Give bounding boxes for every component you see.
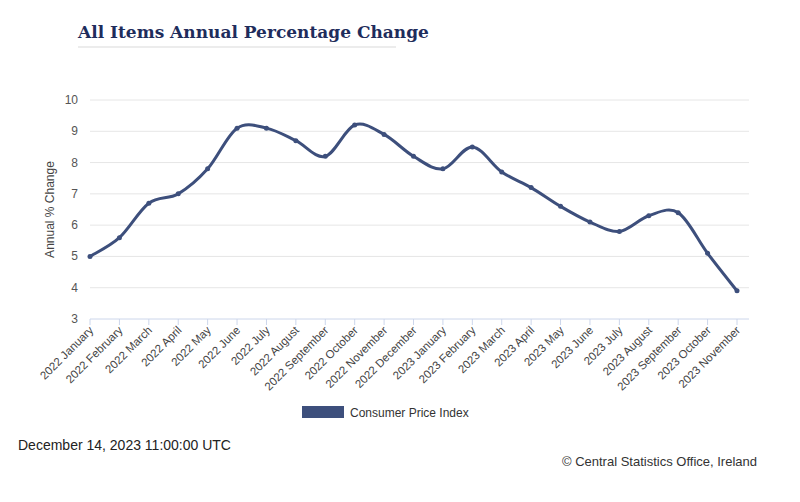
x-tick bbox=[325, 319, 326, 325]
x-tick bbox=[237, 319, 238, 325]
marker bbox=[470, 144, 475, 149]
y-tick-label: 5 bbox=[71, 249, 78, 263]
x-tick bbox=[295, 319, 296, 325]
x-tick-label: 2022 August bbox=[248, 323, 302, 377]
marker bbox=[646, 213, 651, 218]
x-tick bbox=[207, 319, 208, 325]
y-tick-label: 6 bbox=[71, 218, 78, 232]
marker bbox=[411, 154, 416, 159]
x-tick bbox=[90, 319, 91, 325]
marker bbox=[205, 166, 210, 171]
x-tick bbox=[442, 319, 443, 325]
marker bbox=[352, 123, 357, 128]
annotation: December 14, 2023 11:00:00 UTC bbox=[18, 437, 231, 453]
grid-line bbox=[90, 319, 749, 320]
grid-line bbox=[90, 193, 749, 194]
y-tick-label: 3 bbox=[71, 312, 78, 326]
marker bbox=[176, 191, 181, 196]
y-tick-label: 9 bbox=[71, 124, 78, 138]
marker bbox=[293, 138, 298, 143]
marker bbox=[529, 185, 534, 190]
x-tick bbox=[148, 319, 149, 325]
x-tick bbox=[648, 319, 649, 325]
x-tick-label: 2023 August bbox=[600, 323, 654, 377]
marker bbox=[735, 288, 740, 293]
y-tick-label: 4 bbox=[71, 281, 78, 295]
y-tick-label: 10 bbox=[65, 93, 79, 107]
x-tick bbox=[531, 319, 532, 325]
x-tick bbox=[472, 319, 473, 325]
grid-line bbox=[90, 100, 749, 101]
marker bbox=[587, 220, 592, 225]
title-rule bbox=[78, 47, 396, 48]
marker bbox=[88, 254, 93, 259]
x-tick bbox=[589, 319, 590, 325]
x-tick bbox=[501, 319, 502, 325]
x-tick bbox=[178, 319, 179, 325]
y-axis-label: Annual % Change bbox=[43, 161, 57, 258]
x-tick bbox=[119, 319, 120, 325]
marker bbox=[676, 210, 681, 215]
marker bbox=[440, 166, 445, 171]
marker bbox=[705, 251, 710, 256]
marker bbox=[146, 201, 151, 206]
marker bbox=[117, 235, 122, 240]
marker bbox=[617, 229, 622, 234]
marker bbox=[382, 132, 387, 137]
x-tick bbox=[384, 319, 385, 325]
grid-line bbox=[90, 287, 749, 288]
marker bbox=[558, 204, 563, 209]
x-tick bbox=[413, 319, 414, 325]
x-tick bbox=[354, 319, 355, 325]
grid-line bbox=[90, 131, 749, 132]
grid-line bbox=[90, 225, 749, 226]
series-line bbox=[90, 124, 737, 291]
marker bbox=[264, 126, 269, 131]
y-tick-label: 7 bbox=[71, 187, 78, 201]
x-tick bbox=[560, 319, 561, 325]
x-tick bbox=[619, 319, 620, 325]
grid-line bbox=[90, 256, 749, 257]
annotation: © Central Statistics Office, Ireland bbox=[562, 454, 757, 469]
legend-swatch bbox=[302, 406, 344, 418]
plot-area bbox=[88, 123, 740, 294]
y-tick-label: 8 bbox=[71, 156, 78, 170]
grid-line bbox=[90, 162, 749, 163]
marker bbox=[499, 169, 504, 174]
title: All Items Annual Percentage Change bbox=[77, 22, 429, 42]
marker bbox=[235, 126, 240, 131]
marker bbox=[323, 154, 328, 159]
x-tick bbox=[737, 319, 738, 325]
x-tick bbox=[707, 319, 708, 325]
x-tick-label: 2023 November bbox=[676, 324, 742, 390]
x-tick bbox=[266, 319, 267, 325]
chart: All Items Annual Percentage Change 3 4 5 6 7 8… bbox=[0, 0, 800, 502]
x-tick bbox=[678, 319, 679, 325]
legend-label: Consumer Price Index bbox=[350, 406, 469, 420]
